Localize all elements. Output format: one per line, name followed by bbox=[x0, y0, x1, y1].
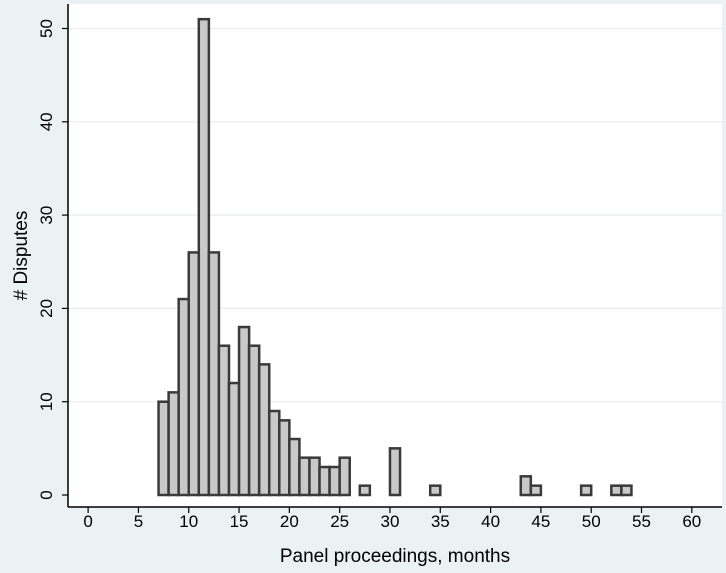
bar bbox=[257, 363, 271, 497]
axes: 0 5 10 15 20 25 30 35 40 45 50 55 60 0 10 20 30 40 50 bbox=[37, 4, 722, 531]
bar bbox=[288, 437, 301, 497]
bar bbox=[187, 251, 201, 497]
bar bbox=[579, 484, 593, 497]
y-tick-label: 30 bbox=[37, 206, 56, 225]
bar bbox=[428, 484, 442, 497]
bar bbox=[167, 391, 180, 497]
x-tick-label: 10 bbox=[179, 512, 198, 531]
x-tick-label: 45 bbox=[531, 512, 550, 531]
bar bbox=[308, 456, 321, 497]
x-tick-label: 0 bbox=[83, 512, 92, 531]
bar bbox=[519, 475, 533, 497]
bar bbox=[227, 381, 241, 497]
bar bbox=[338, 456, 351, 497]
x-tick-label: 5 bbox=[134, 512, 143, 531]
y-axis-label: # Disputes bbox=[11, 211, 32, 301]
bar bbox=[328, 465, 341, 497]
bar bbox=[267, 409, 281, 497]
x-tick-label: 50 bbox=[582, 512, 601, 531]
x-tick-label: 35 bbox=[431, 512, 450, 531]
x-tick-label: 20 bbox=[280, 512, 299, 531]
bar bbox=[177, 297, 190, 497]
bar bbox=[217, 344, 231, 497]
bar bbox=[298, 456, 311, 497]
bar bbox=[207, 251, 221, 497]
bar bbox=[237, 325, 251, 497]
x-axis-label: Panel proceedings, months bbox=[280, 546, 510, 567]
bar bbox=[318, 465, 331, 497]
x-tick-label: 40 bbox=[481, 512, 500, 531]
bar bbox=[388, 447, 402, 497]
y-tick-label: 0 bbox=[37, 490, 56, 499]
bar bbox=[358, 484, 372, 497]
x-tick-label: 15 bbox=[230, 512, 249, 531]
bar bbox=[247, 344, 261, 497]
bar bbox=[157, 400, 170, 497]
bar bbox=[197, 17, 211, 497]
bar bbox=[529, 484, 543, 497]
x-tick-label: 25 bbox=[330, 512, 349, 531]
y-tick-label: 20 bbox=[37, 299, 56, 318]
bar bbox=[610, 484, 623, 497]
x-tick-label: 60 bbox=[682, 512, 701, 531]
x-tick-label: 30 bbox=[381, 512, 400, 531]
y-tick-label: 40 bbox=[37, 112, 56, 131]
bars bbox=[157, 17, 633, 497]
y-tick-label: 10 bbox=[37, 392, 56, 411]
bar bbox=[278, 419, 291, 497]
y-tick-label: 50 bbox=[37, 19, 56, 38]
bar bbox=[620, 484, 633, 497]
x-tick-label: 55 bbox=[632, 512, 651, 531]
